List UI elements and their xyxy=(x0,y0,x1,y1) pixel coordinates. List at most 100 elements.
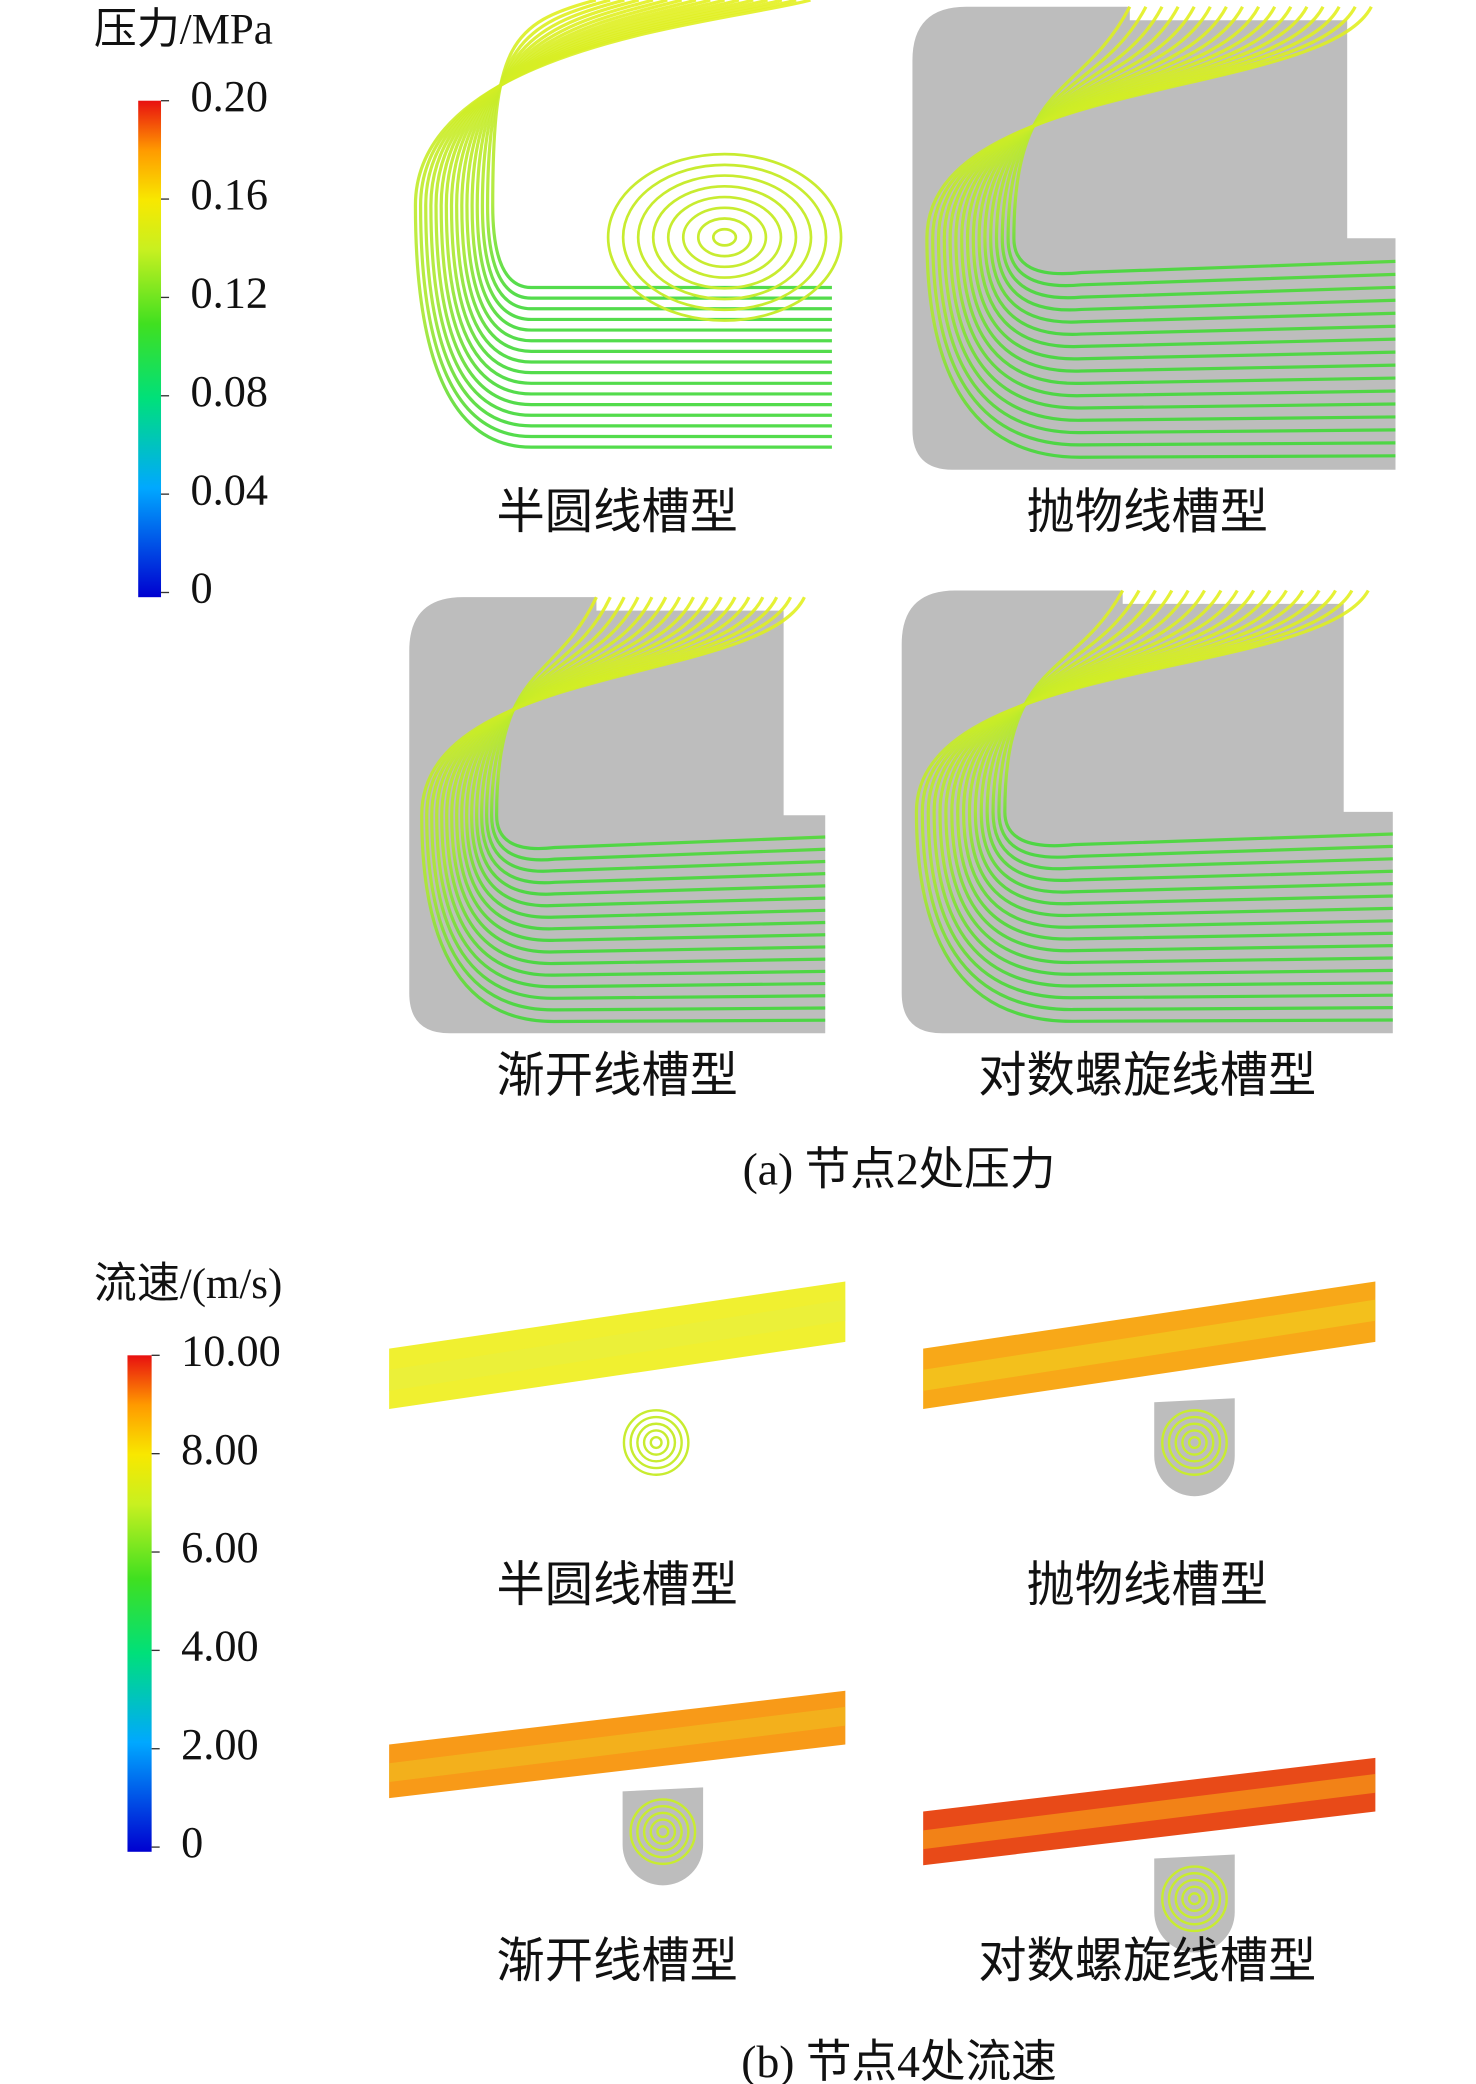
vortex-line xyxy=(711,227,738,247)
vortex-line xyxy=(1161,1409,1228,1476)
streamline xyxy=(430,596,826,1000)
caption: (a) 节点2处压力 xyxy=(743,1144,1056,1195)
streamline xyxy=(485,596,826,873)
streamline xyxy=(440,596,826,977)
image-caption: 抛物线槽型 xyxy=(1027,1559,1269,1612)
flow-band-core xyxy=(923,1299,1376,1391)
streamline xyxy=(450,596,826,954)
vortex-line xyxy=(1187,1892,1202,1906)
vortex-line xyxy=(666,195,783,279)
streamline xyxy=(1003,589,1393,848)
colorbar-title: 流速/(m/s) xyxy=(94,1261,282,1308)
streamline xyxy=(991,589,1393,871)
vortex-line xyxy=(696,217,753,258)
streamline xyxy=(494,596,826,851)
streamline xyxy=(932,589,1393,988)
streamline xyxy=(429,0,832,417)
streamline xyxy=(465,596,826,919)
streamline xyxy=(470,0,832,332)
streamline xyxy=(425,596,826,1012)
streamline xyxy=(455,596,826,942)
vortex-line xyxy=(651,184,798,290)
streamline xyxy=(475,596,826,896)
streamline xyxy=(914,589,1393,1023)
vortex-line xyxy=(681,206,768,269)
image-caption: 半圆线槽型 xyxy=(496,486,738,539)
streamline xyxy=(480,0,832,311)
streamline-image xyxy=(409,596,826,1034)
velocity-image xyxy=(923,1757,1376,1953)
streamline xyxy=(460,596,826,931)
streamline xyxy=(445,596,826,966)
colorbar xyxy=(138,100,162,598)
image-caption: 渐开线槽型 xyxy=(496,1935,738,1988)
vortex-line xyxy=(656,1825,670,1839)
streamline xyxy=(925,6,1396,459)
colorbar-label: 4.00 xyxy=(181,1622,258,1671)
streamline xyxy=(470,596,826,908)
colorbar xyxy=(127,1355,152,1852)
streamline xyxy=(490,596,826,862)
streamline xyxy=(961,589,1393,929)
streamline xyxy=(942,6,1396,422)
streamline xyxy=(920,589,1393,1012)
streamline xyxy=(985,589,1393,883)
image-caption: 对数螺旋线槽型 xyxy=(978,1935,1316,1988)
vortex-line xyxy=(622,1409,690,1476)
streamline-image xyxy=(912,6,1396,470)
streamline xyxy=(956,589,1393,941)
streamline xyxy=(424,0,832,428)
streamline xyxy=(931,6,1396,447)
streamline xyxy=(449,0,832,375)
streamline xyxy=(971,6,1396,361)
colorbar-label: 0.16 xyxy=(191,170,268,219)
streamline xyxy=(439,0,832,396)
vortex-line xyxy=(1181,1429,1208,1456)
vortex-line xyxy=(1187,1435,1202,1450)
streamline xyxy=(960,6,1396,385)
flow-band-core xyxy=(923,1773,1376,1850)
colorbar-label: 0.08 xyxy=(191,367,268,416)
streamline xyxy=(944,589,1393,965)
caption: (b) 节点4处流速 xyxy=(741,2036,1056,2084)
streamline xyxy=(936,6,1396,435)
streamline xyxy=(460,0,832,353)
streamline xyxy=(954,6,1396,398)
colorbar-title: 压力/MPa xyxy=(94,6,273,53)
streamline xyxy=(420,596,826,1024)
vortex-line xyxy=(1167,1872,1222,1926)
flow-band-core xyxy=(389,1299,846,1391)
colorbar-label: 8.00 xyxy=(181,1425,258,1474)
streamline xyxy=(977,6,1396,349)
colorbar-label: 10.00 xyxy=(181,1326,281,1375)
vortex-line xyxy=(1161,1865,1228,1933)
streamline xyxy=(485,0,832,300)
streamline xyxy=(480,596,826,885)
velocity-image xyxy=(389,1690,846,1886)
streamline xyxy=(1000,6,1396,300)
velocity-image xyxy=(389,1281,846,1476)
velocity-image xyxy=(923,1281,1376,1497)
vortex-line xyxy=(642,1429,670,1456)
streamline xyxy=(967,589,1393,918)
vortex-line xyxy=(1181,1885,1208,1913)
streamline xyxy=(1006,6,1396,288)
streamline xyxy=(465,0,832,343)
streamline xyxy=(948,6,1396,410)
colorbar-label: 0.12 xyxy=(191,269,268,318)
streamline xyxy=(475,0,832,322)
vortex-line xyxy=(649,1435,663,1450)
streamline xyxy=(1012,6,1396,276)
colorbar-label: 0.20 xyxy=(191,72,268,121)
streamline xyxy=(455,0,832,364)
streamline-image xyxy=(413,0,843,449)
image-caption: 渐开线槽型 xyxy=(496,1049,738,1102)
streamline xyxy=(444,0,832,385)
streamline xyxy=(418,0,832,439)
vortex-line xyxy=(629,1798,697,1866)
image-caption: 半圆线槽型 xyxy=(496,1559,738,1612)
streamline xyxy=(965,6,1396,373)
vortex-line xyxy=(1174,1422,1215,1463)
